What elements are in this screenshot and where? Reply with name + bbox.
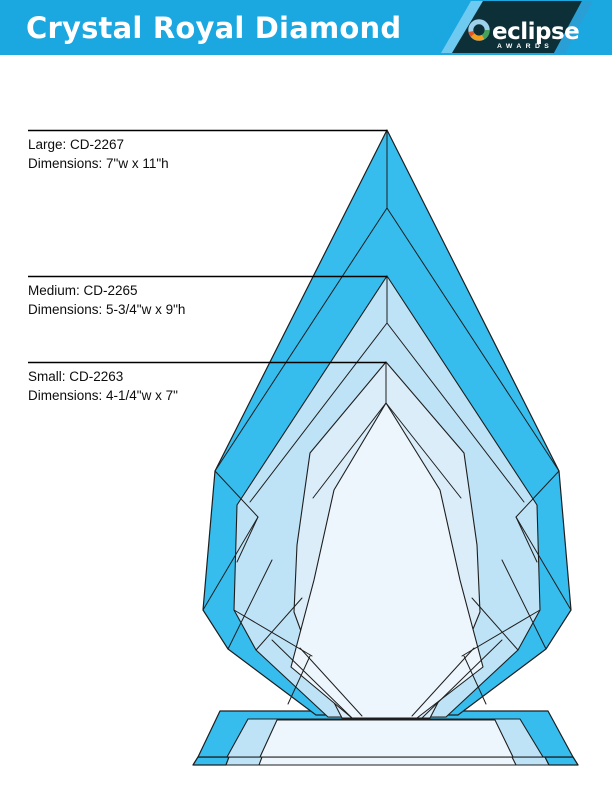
front-face (290, 402, 484, 719)
logo-left-stripe (441, 1, 483, 53)
header-bar: Crystal Royal Diamond eclipse AWARDS (0, 0, 612, 55)
eclipse-ring-icon (468, 19, 490, 41)
logo-background (452, 1, 582, 53)
brand-name: eclipse (492, 19, 579, 45)
facet-lines (202, 129, 572, 719)
award-base (192, 710, 579, 766)
eclipse-awards-logo: eclipse AWARDS (441, 1, 593, 53)
base-inner-trapezoid (259, 719, 514, 758)
callout-large-label: Large: CD-2267 (28, 137, 125, 152)
callout-large: Large: CD-2267 Dimensions: 7"w x 11"h (28, 135, 268, 173)
callout-small-dimensions: Dimensions: 4-1/4"w x 7" (28, 388, 178, 403)
callout-large-dimensions: Dimensions: 7"w x 11"h (28, 156, 169, 171)
brand-tagline: AWARDS (497, 43, 553, 50)
page-title: Crystal Royal Diamond (26, 11, 402, 45)
callout-medium: Medium: CD-2265 Dimensions: 5-3/4"w x 9"… (28, 281, 268, 319)
callout-medium-label: Medium: CD-2265 (28, 283, 138, 298)
callout-small-label: Small: CD-2263 (28, 369, 124, 384)
callout-small: Small: CD-2263 Dimensions: 4-1/4"w x 7" (28, 367, 268, 405)
logo-right-stripe (554, 1, 593, 53)
callout-medium-dimensions: Dimensions: 5-3/4"w x 9"h (28, 302, 186, 317)
leader-lines (28, 129, 387, 364)
